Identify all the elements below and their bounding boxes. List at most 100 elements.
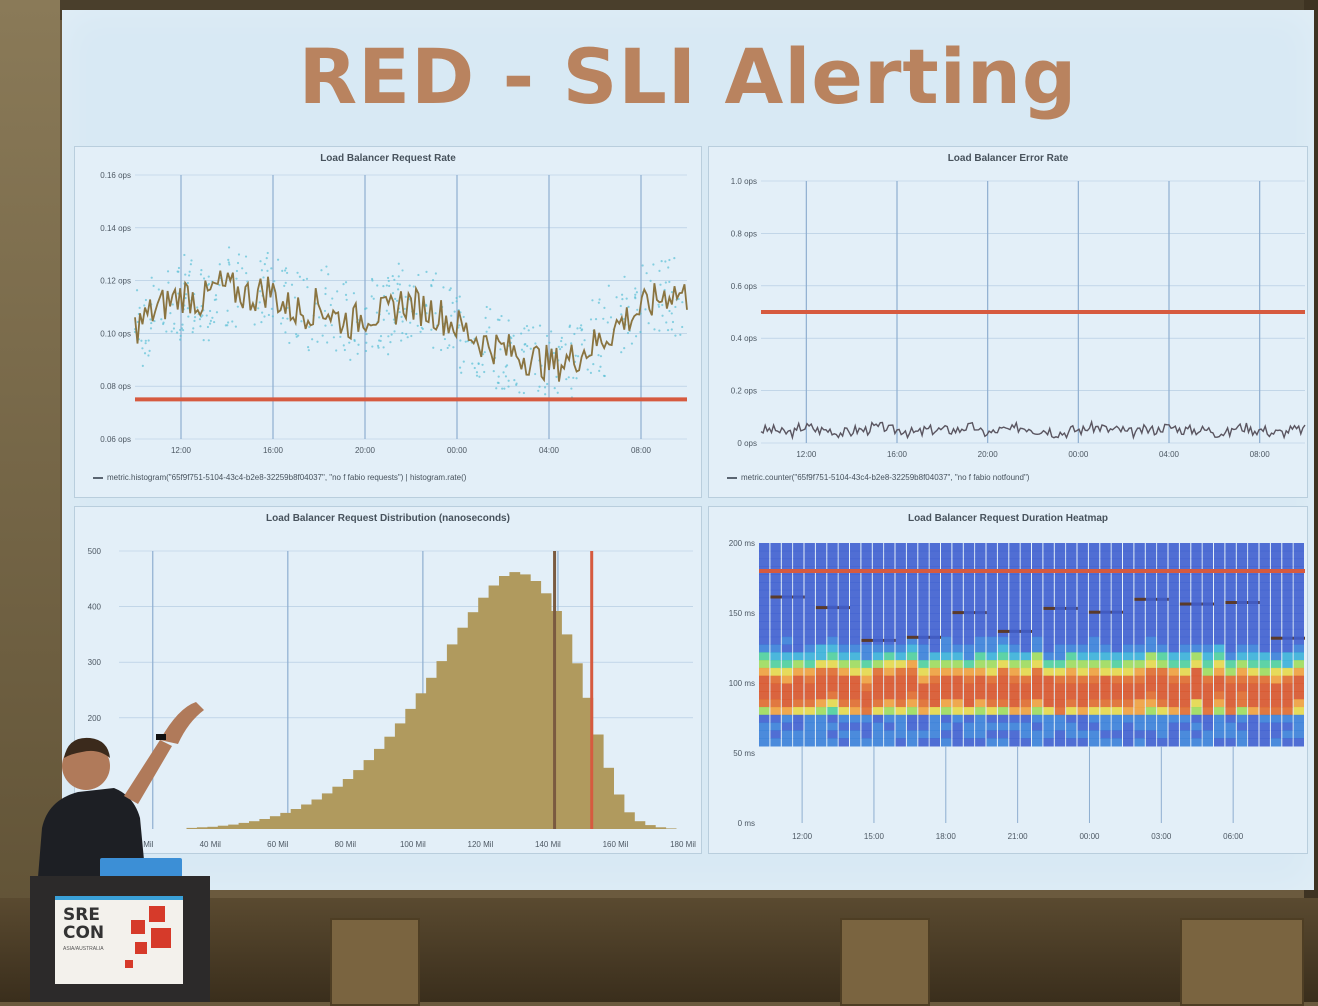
heatmap-cell <box>872 714 884 724</box>
x-tick-label: 20:00 <box>978 450 999 459</box>
scatter-point <box>580 324 583 327</box>
heatmap-cell <box>906 543 918 552</box>
heatmap-cell <box>759 644 770 653</box>
scatter-point <box>532 326 535 329</box>
heatmap-cell <box>1145 660 1157 669</box>
heatmap-cell <box>804 652 815 661</box>
heatmap-cell <box>793 558 804 567</box>
heatmap-cell <box>1179 543 1191 552</box>
heatmap-cell <box>1236 628 1248 638</box>
histogram-bar <box>321 793 333 829</box>
heatmap-cell <box>804 558 815 567</box>
heatmap-cell <box>872 589 884 599</box>
heatmap-cell <box>906 707 918 716</box>
heatmap-cell <box>895 667 906 677</box>
heatmap-cell <box>850 667 861 677</box>
scatter-point <box>670 290 674 294</box>
scatter-point <box>592 363 595 366</box>
heatmap-cell <box>1043 675 1054 684</box>
scatter-point <box>293 296 297 299</box>
scatter-point <box>385 284 388 287</box>
heatmap-cell <box>1111 683 1122 692</box>
heatmap-cell <box>1145 675 1157 684</box>
heatmap-cell <box>941 597 952 606</box>
heatmap-cell <box>1248 613 1259 622</box>
heatmap-cell <box>770 605 781 614</box>
heatmap-cell <box>804 714 815 724</box>
heatmap-cell <box>1145 621 1157 630</box>
heatmap-cell <box>963 636 975 645</box>
heatmap-cell <box>804 660 815 669</box>
scatter-point <box>276 258 280 261</box>
heatmap-cell <box>1282 613 1293 622</box>
heatmap-cell <box>1202 644 1213 653</box>
heatmap-cell <box>906 597 918 606</box>
heatmap-cell <box>997 613 1009 622</box>
heatmap-cell <box>1191 605 1202 614</box>
heatmap-cell <box>850 621 861 630</box>
heatmap-cell <box>1123 605 1134 614</box>
scatter-point <box>235 269 239 273</box>
heatmap-cell <box>1202 589 1213 599</box>
heatmap-cell <box>1225 707 1236 716</box>
heatmap-cell <box>986 574 997 583</box>
heatmap-cell <box>1214 613 1225 622</box>
heatmap-cell <box>838 550 849 560</box>
heatmap-cell <box>872 550 884 560</box>
heatmap-cell <box>986 738 997 747</box>
histogram-bar <box>374 748 385 829</box>
heatmap-cell <box>975 730 986 739</box>
scatter-point <box>417 273 420 277</box>
heatmap-cell <box>1248 675 1259 684</box>
histogram-bar <box>467 612 479 829</box>
scatter-point <box>398 310 401 314</box>
heatmap-cell <box>1009 652 1020 661</box>
heatmap-cell <box>1293 699 1304 708</box>
scatter-point <box>173 322 176 325</box>
heatmap-cell <box>872 597 884 606</box>
heatmap-cell <box>1066 550 1077 560</box>
heatmap-cell <box>1225 550 1236 560</box>
heatmap-cell <box>986 589 997 599</box>
scatter-point <box>525 324 529 328</box>
stage-panel <box>330 918 420 1006</box>
heatmap-cell <box>1168 628 1179 638</box>
heatmap-cell <box>895 558 906 567</box>
scatter-point <box>649 279 652 282</box>
heatmap-cell <box>1214 730 1225 739</box>
heatmap-cell <box>963 605 975 614</box>
heatmap-cell <box>1066 722 1077 731</box>
heatmap-cell <box>1043 722 1054 731</box>
scatter-point <box>500 314 503 318</box>
scatter-point <box>218 283 221 287</box>
heatmap-cell <box>963 644 975 653</box>
slide-title: RED - SLI Alerting <box>298 32 1078 121</box>
scatter-point <box>442 286 445 289</box>
heatmap-cell <box>1066 644 1077 653</box>
panel-title: Load Balancer Request Distribution (nano… <box>266 513 510 524</box>
heatmap-cell <box>793 628 804 638</box>
heatmap-cell <box>1134 589 1145 599</box>
heatmap-cell <box>1191 550 1202 560</box>
heatmap-cell <box>986 667 997 677</box>
heatmap-cell <box>861 605 872 614</box>
heatmap-cell <box>1088 613 1100 622</box>
heatmap-cell <box>793 550 804 560</box>
scatter-point <box>191 331 194 334</box>
scatter-point <box>451 301 454 304</box>
heatmap-cell <box>838 699 849 708</box>
heatmap-cell <box>1214 621 1225 630</box>
scatter-point <box>190 259 193 262</box>
heatmap-cell <box>1202 543 1213 552</box>
heatmap-cell <box>1054 675 1066 684</box>
heatmap-cell <box>1179 613 1191 622</box>
scatter-point <box>308 325 311 329</box>
heatmap-cell <box>793 730 804 739</box>
scatter-point <box>149 327 153 330</box>
heatmap-cell <box>997 691 1009 700</box>
heatmap-cell <box>929 683 940 692</box>
heatmap-cell <box>759 683 770 692</box>
heatmap-cell <box>1088 574 1100 583</box>
heatmap-cell <box>997 550 1009 560</box>
x-tick-label: 00:00 <box>1079 832 1100 841</box>
